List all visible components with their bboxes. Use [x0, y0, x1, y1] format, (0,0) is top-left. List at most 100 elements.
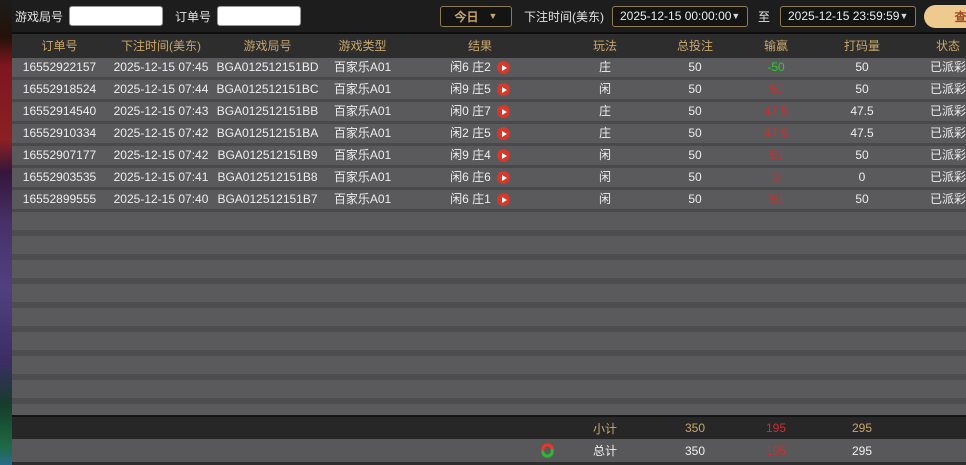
result-cell: 闲0 庄7 [405, 102, 555, 121]
column-header-result: 结果 [467, 39, 492, 53]
order-number-cell: 16552914540 [22, 104, 97, 118]
table-row: 16552910334 2025-12-15 07:42 BGA01251215… [12, 124, 966, 146]
play-type-cell: 庄 [598, 104, 611, 118]
subtotal-label: 小计 [592, 421, 617, 436]
refresh-icon[interactable] [540, 443, 555, 458]
date-range-value: 今日 [454, 9, 479, 24]
column-header-game-type: 游戏类型 [338, 39, 387, 53]
game-type-cell: 百家乐A01 [333, 126, 392, 140]
to-label: 至 [757, 9, 770, 24]
play-video-icon[interactable] [496, 83, 510, 96]
result-cell: 闲2 庄5 [405, 124, 555, 143]
empty-rows-area [12, 212, 966, 415]
result-cell: 闲9 庄5 [405, 80, 555, 99]
date-to-picker[interactable]: 2025-12-15 23:59:59 ▼ [780, 5, 916, 27]
play-video-icon[interactable] [496, 105, 510, 118]
result-cell: 闲6 庄6 [405, 168, 555, 187]
table-row: 16552914540 2025-12-15 07:43 BGA01251215… [12, 102, 966, 124]
result-cell: 闲6 庄1 [405, 190, 555, 209]
total-row: 总计 350 195 295 [12, 439, 966, 465]
play-type-cell: 闲 [598, 148, 611, 162]
play-type-cell: 闲 [598, 170, 611, 184]
play-video-icon[interactable] [496, 171, 510, 184]
column-header-play: 玩法 [592, 39, 617, 53]
bet-time-cell: 2025-12-15 07:45 [113, 60, 209, 74]
play-video-icon[interactable] [496, 127, 510, 140]
order-number-label: 订单号 [175, 9, 212, 24]
game-round-cell: BGA012512151B9 [217, 148, 318, 162]
game-round-cell: BGA012512151B7 [217, 192, 318, 206]
order-number-cell: 16552918524 [22, 82, 97, 96]
order-number-cell: 16552910334 [22, 126, 97, 140]
table-row: 16552922157 2025-12-15 07:45 BGA01251215… [12, 58, 966, 80]
subtotal-row: 小计 350 195 295 [12, 415, 966, 439]
play-type-cell: 庄 [598, 126, 611, 140]
bet-time-cell: 2025-12-15 07:40 [113, 192, 209, 206]
winloss-cell: 50 [769, 148, 783, 162]
winloss-cell: 47.5 [764, 104, 788, 118]
play-type-cell: 闲 [598, 192, 611, 206]
column-header-status: 状态 [935, 39, 960, 53]
game-round-cell: BGA012512151BD [216, 60, 319, 74]
column-header-game-round: 游戏局号 [243, 39, 292, 53]
result-text: 闲6 庄1 [450, 192, 491, 206]
play-video-icon[interactable] [496, 193, 510, 206]
rolling-cell: 50 [855, 60, 869, 74]
order-number-cell: 16552899555 [22, 192, 97, 206]
total-bet-cell: 50 [688, 104, 702, 118]
rolling-cell: 47.5 [850, 104, 874, 118]
total-icon-cell [12, 443, 555, 458]
date-range-select[interactable]: 今日 ▼ [439, 5, 512, 27]
winloss-cell: 50 [769, 82, 783, 96]
order-number-cell: 16552903535 [22, 170, 97, 184]
total-bet-cell: 50 [688, 192, 702, 206]
total-label: 总计 [592, 444, 617, 458]
result-text: 闲9 庄4 [450, 148, 491, 162]
total-winloss: 195 [765, 443, 787, 458]
play-type-cell: 闲 [598, 82, 611, 96]
play-video-icon[interactable] [496, 149, 510, 162]
subtotal-rolling: 295 [851, 421, 873, 435]
status-cell: 已派彩 [929, 192, 966, 206]
bet-time-cell: 2025-12-15 07:44 [113, 82, 209, 96]
table-row: 16552918524 2025-12-15 07:44 BGA01251215… [12, 80, 966, 102]
total-bet-cell: 50 [688, 148, 702, 162]
total-rolling: 295 [851, 443, 873, 458]
play-video-icon[interactable] [496, 61, 510, 74]
winloss-cell: 47.5 [764, 126, 788, 140]
status-cell: 已派彩 [929, 126, 966, 140]
result-text: 闲6 庄6 [450, 170, 491, 184]
status-cell: 已派彩 [929, 170, 966, 184]
subtotal-bet: 350 [684, 421, 706, 435]
game-round-input[interactable] [69, 6, 164, 26]
bet-time-label: 下注时间(美东) [523, 9, 604, 24]
chevron-down-icon: ▼ [899, 11, 909, 21]
rolling-cell: 0 [858, 170, 866, 184]
status-cell: 已派彩 [929, 148, 966, 162]
winloss-cell: 0 [772, 170, 780, 184]
game-type-cell: 百家乐A01 [333, 60, 392, 74]
bet-time-cell: 2025-12-15 07:43 [113, 104, 209, 118]
game-type-cell: 百家乐A01 [333, 104, 392, 118]
order-number-input[interactable] [217, 6, 302, 26]
total-bet-cell: 50 [688, 126, 702, 140]
date-to-value: 2025-12-15 23:59:59 [788, 9, 900, 23]
query-button[interactable]: 查询 [924, 4, 966, 28]
status-cell: 已派彩 [929, 104, 966, 118]
game-type-cell: 百家乐A01 [333, 192, 392, 206]
game-round-label: 游戏局号 [15, 9, 64, 24]
game-round-cell: BGA012512151BA [216, 126, 319, 140]
column-header-total-bet: 总投注 [676, 39, 713, 53]
game-round-cell: BGA012512151BB [216, 104, 319, 118]
result-cell: 闲6 庄2 [405, 58, 555, 77]
status-cell: 已派彩 [929, 82, 966, 96]
game-type-cell: 百家乐A01 [333, 148, 392, 162]
result-text: 闲6 庄2 [450, 60, 491, 74]
date-from-picker[interactable]: 2025-12-15 00:00:00 ▼ [611, 5, 748, 27]
result-cell: 闲9 庄4 [405, 146, 555, 165]
column-header-winloss: 输赢 [763, 39, 788, 53]
play-type-cell: 庄 [598, 60, 611, 74]
rolling-cell: 50 [855, 192, 869, 206]
total-bet-cell: 50 [688, 82, 702, 96]
